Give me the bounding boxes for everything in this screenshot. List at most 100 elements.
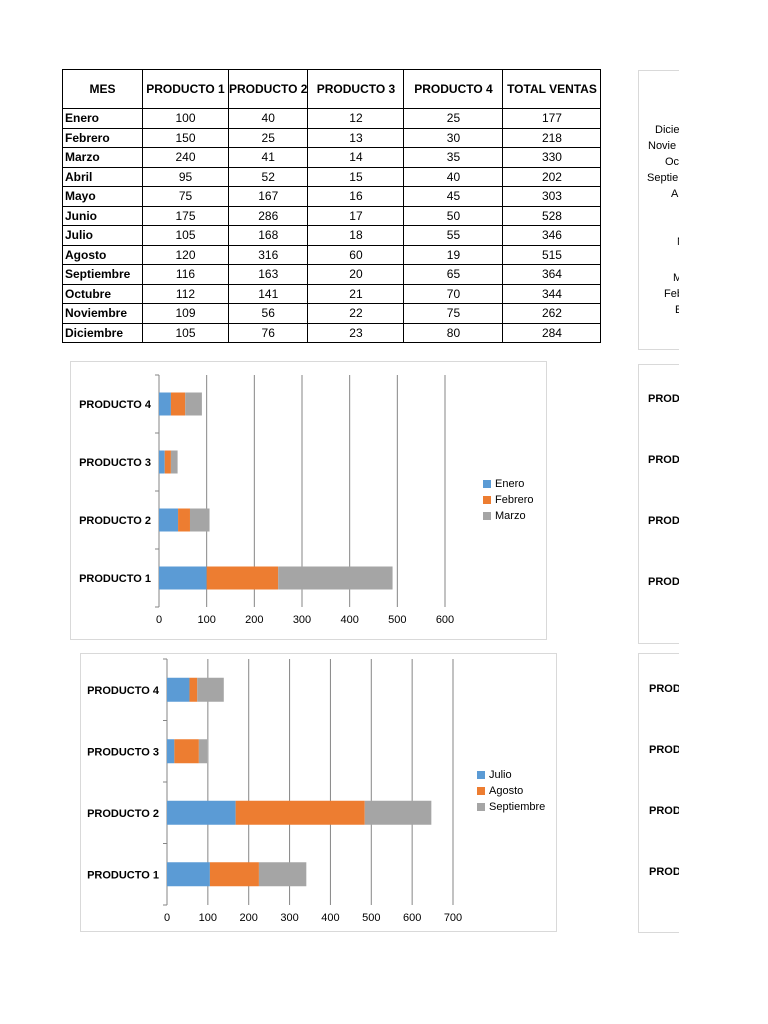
value-cell: 105 bbox=[142, 225, 229, 246]
bar-producto-2-enero[interactable] bbox=[159, 508, 179, 532]
value-cell: 45 bbox=[403, 186, 504, 207]
value-cell: 55 bbox=[403, 225, 504, 246]
header-producto-1: PRODUCTO 1 bbox=[142, 69, 229, 109]
value-cell: 175 bbox=[142, 205, 229, 226]
bar-producto-4-enero[interactable] bbox=[159, 392, 171, 416]
bar-producto-1-septiembre[interactable] bbox=[258, 862, 307, 887]
table-row: Mayo 75 167 16 45 303 bbox=[62, 186, 602, 207]
value-cell: 40 bbox=[403, 166, 504, 187]
legend-item-enero[interactable]: Enero bbox=[483, 476, 534, 492]
bar-producto-4-agosto[interactable] bbox=[189, 677, 198, 702]
value-cell: 13 bbox=[307, 127, 405, 148]
bar-producto-4-septiembre[interactable] bbox=[197, 677, 224, 702]
bar-producto-1-agosto[interactable] bbox=[209, 862, 259, 887]
bar-producto-1-febrero[interactable] bbox=[206, 566, 279, 590]
value-cell: 14 bbox=[307, 147, 405, 168]
bar-producto-4-julio[interactable] bbox=[167, 677, 190, 702]
value-cell: 25 bbox=[403, 108, 504, 129]
bar-producto-2-julio[interactable] bbox=[167, 800, 236, 825]
bar-producto-1-julio[interactable] bbox=[167, 862, 210, 887]
bar-producto-1-enero[interactable] bbox=[159, 566, 207, 590]
value-cell: 30 bbox=[403, 127, 504, 148]
legend-label: Septiembre bbox=[489, 801, 546, 813]
table-row: Diciembre 105 76 23 80 284 bbox=[62, 322, 602, 343]
value-cell: 116 bbox=[142, 264, 229, 285]
x-tick-label: 0 bbox=[164, 912, 170, 924]
value-cell: 284 bbox=[502, 322, 602, 343]
legend-swatch bbox=[477, 803, 485, 811]
chart-julio-septiembre[interactable]: PRODUCTO 1 PRODUCTO 2 PRODUCTO 3 PRODUCTO 4… bbox=[80, 653, 557, 932]
bar-producto-2-febrero[interactable] bbox=[178, 508, 190, 532]
legend-swatch bbox=[477, 787, 485, 795]
legend-swatch bbox=[483, 512, 491, 520]
value-cell: 16 bbox=[307, 186, 405, 207]
x-tick-label: 500 bbox=[362, 912, 380, 924]
category-label: PRODUCTO 1 bbox=[79, 573, 151, 585]
legend-item-agosto[interactable]: Agosto bbox=[477, 783, 545, 799]
month-cell: Junio bbox=[62, 205, 143, 226]
side-chart-products-b[interactable]: PROD PROD PROD PROD bbox=[638, 653, 679, 933]
value-cell: 35 bbox=[403, 147, 504, 168]
value-cell: 163 bbox=[227, 264, 309, 285]
legend-item-septiembre[interactable]: Septiembre bbox=[477, 799, 545, 815]
month-cell: Diciembre bbox=[62, 322, 143, 343]
value-cell: 20 bbox=[307, 264, 405, 285]
side-label: M bbox=[673, 272, 679, 284]
value-cell: 109 bbox=[142, 303, 229, 324]
side-chart-products-a[interactable]: PRODU PRODU PRODU PRODU bbox=[638, 364, 679, 644]
value-cell: 344 bbox=[502, 283, 602, 304]
side-label: PRODU bbox=[648, 576, 679, 588]
bar-producto-3-julio[interactable] bbox=[167, 739, 175, 764]
bar-producto-1-marzo[interactable] bbox=[278, 566, 393, 590]
table-row: Julio 105 168 18 55 346 bbox=[62, 225, 602, 246]
legend-item-marzo[interactable]: Marzo bbox=[483, 508, 534, 524]
bar-producto-3-febrero[interactable] bbox=[164, 450, 171, 474]
value-cell: 100 bbox=[142, 108, 229, 129]
value-cell: 330 bbox=[502, 147, 602, 168]
value-cell: 202 bbox=[502, 166, 602, 187]
category-label: PRODUCTO 3 bbox=[79, 457, 151, 469]
bar-producto-3-enero[interactable] bbox=[159, 450, 165, 474]
table-row: Agosto 120 316 60 19 515 bbox=[62, 244, 602, 265]
header-producto-4: PRODUCTO 4 bbox=[403, 69, 504, 109]
value-cell: 141 bbox=[227, 283, 309, 304]
chart-enero-marzo[interactable]: PRODUCTO 1 PRODUCTO 2 PRODUCTO 3 PRODUCTO 4… bbox=[70, 361, 547, 640]
value-cell: 120 bbox=[142, 244, 229, 265]
bar-producto-2-marzo[interactable] bbox=[189, 508, 210, 532]
bar-producto-3-agosto[interactable] bbox=[174, 739, 199, 764]
value-cell: 167 bbox=[227, 186, 309, 207]
side-chart-monthly[interactable]: Dicie Novie Oc Septie A N M Feb E bbox=[638, 70, 679, 350]
value-cell: 15 bbox=[307, 166, 405, 187]
side-label: PRODU bbox=[648, 454, 679, 466]
legend-item-julio[interactable]: Julio bbox=[477, 767, 545, 783]
value-cell: 25 bbox=[227, 127, 309, 148]
month-cell: Enero bbox=[62, 108, 143, 129]
category-label: PRODUCTO 3 bbox=[87, 746, 159, 758]
table-header-row: MES PRODUCTO 1 PRODUCTO 2 PRODUCTO 3 PRO… bbox=[62, 69, 602, 109]
side-label: PRODU bbox=[648, 515, 679, 527]
side-label: PROD bbox=[649, 744, 679, 756]
bar-producto-4-febrero[interactable] bbox=[170, 392, 186, 416]
side-label: Oc bbox=[665, 156, 679, 168]
value-cell: 19 bbox=[403, 244, 504, 265]
value-cell: 150 bbox=[142, 127, 229, 148]
value-cell: 52 bbox=[227, 166, 309, 187]
header-producto-2: PRODUCTO 2 bbox=[227, 69, 309, 109]
value-cell: 286 bbox=[227, 205, 309, 226]
legend-label: Agosto bbox=[489, 785, 524, 797]
value-cell: 262 bbox=[502, 303, 602, 324]
bar-producto-4-marzo[interactable] bbox=[185, 392, 202, 416]
bar-producto-2-agosto[interactable] bbox=[235, 800, 365, 825]
table-row: Febrero 150 25 13 30 218 bbox=[62, 127, 602, 148]
month-cell: Febrero bbox=[62, 127, 143, 148]
legend-item-febrero[interactable]: Febrero bbox=[483, 492, 534, 508]
bar-producto-3-marzo[interactable] bbox=[170, 450, 178, 474]
value-cell: 12 bbox=[307, 108, 405, 129]
category-label: PRODUCTO 1 bbox=[87, 869, 159, 881]
legend-label: Febrero bbox=[495, 494, 534, 506]
x-tick-label: 600 bbox=[436, 614, 454, 626]
bar-producto-3-septiembre[interactable] bbox=[198, 739, 208, 764]
value-cell: 218 bbox=[502, 127, 602, 148]
category-label: PRODUCTO 4 bbox=[87, 685, 160, 697]
bar-producto-2-septiembre[interactable] bbox=[364, 800, 432, 825]
